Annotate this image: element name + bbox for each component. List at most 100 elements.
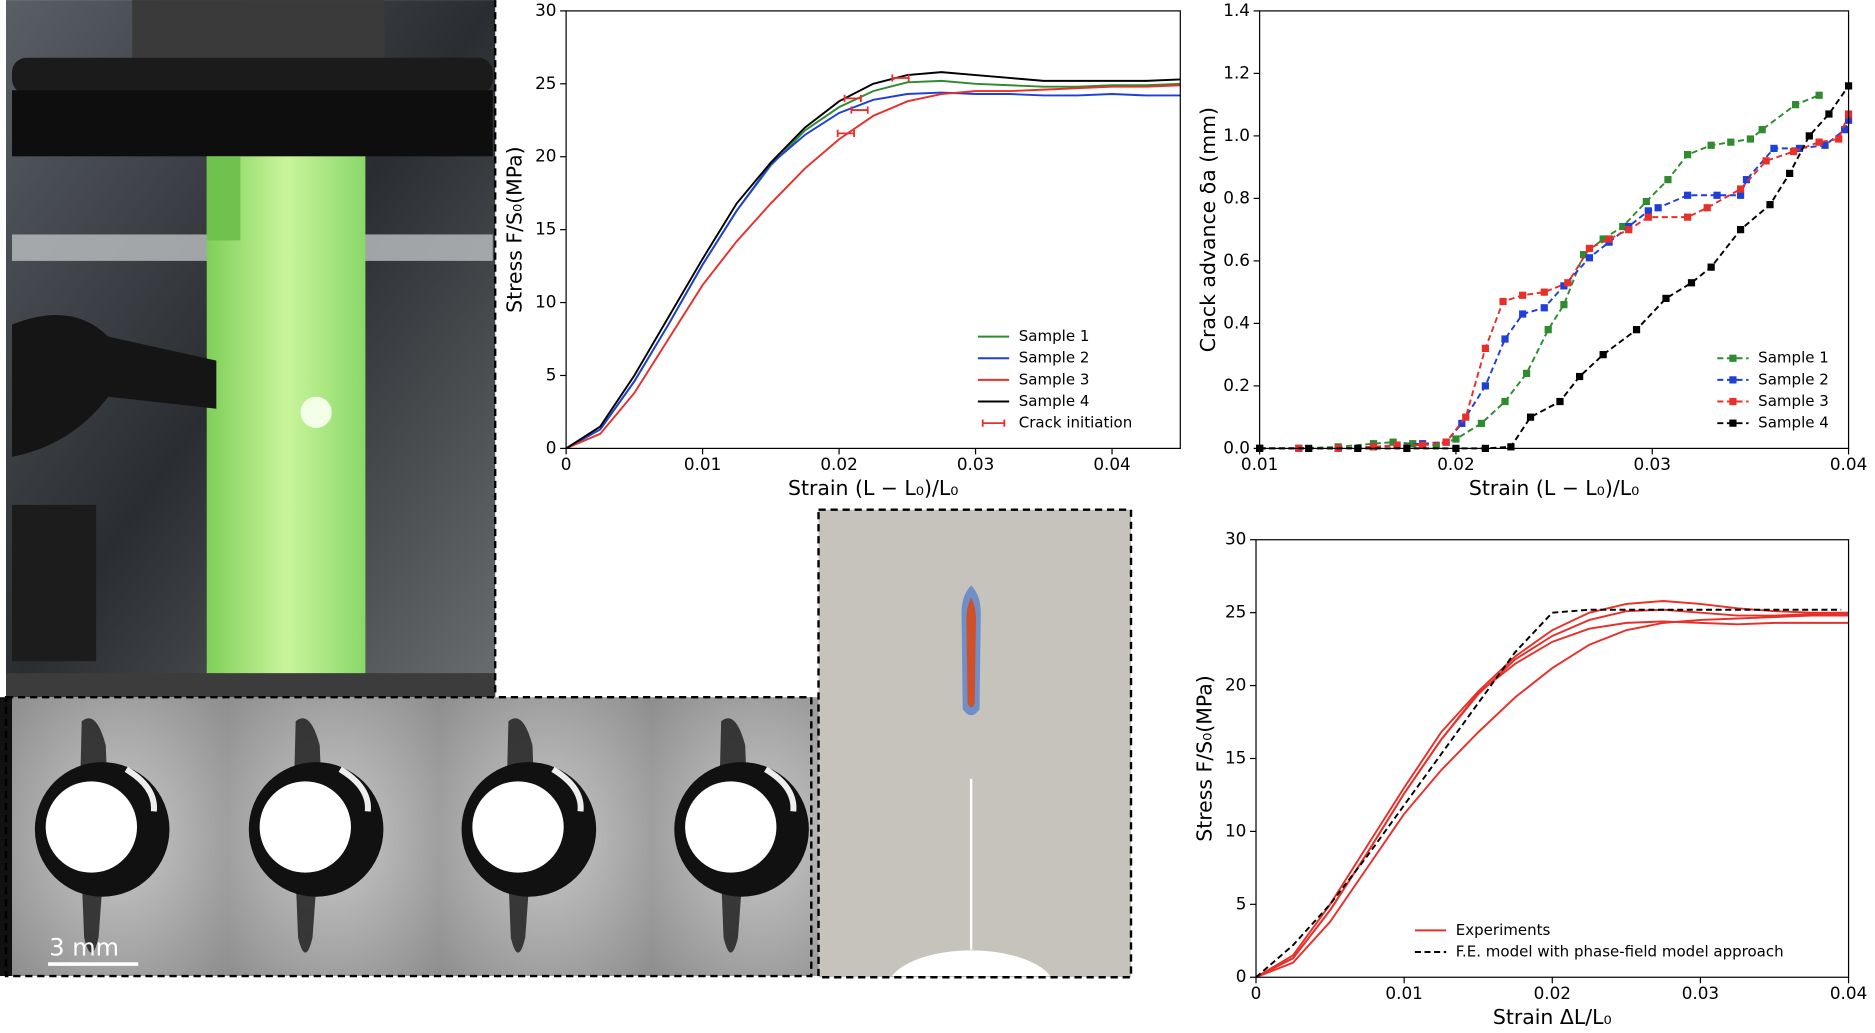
marker [1683, 213, 1692, 221]
x-tick-label: 0.02 [1437, 454, 1474, 474]
marker [1815, 138, 1823, 146]
marker [1736, 191, 1745, 199]
x-axis-label: Strain (L − L₀)/L₀ [788, 476, 958, 500]
marker [1389, 438, 1397, 446]
marker [1736, 185, 1745, 193]
x-tick-label: 0.04 [1093, 454, 1130, 474]
marker [1477, 419, 1486, 427]
legend-label: Sample 1 [1019, 327, 1090, 345]
y-tick-label: 0.8 [1223, 187, 1250, 207]
marker [1687, 279, 1696, 287]
scale-bar-label: 3 mm [49, 933, 119, 961]
marker [1501, 397, 1509, 406]
marker [1599, 235, 1607, 243]
legend-label: Sample 1 [1758, 349, 1829, 367]
y-tick-label: 20 [1225, 675, 1246, 695]
y-tick-label: 10 [1225, 820, 1246, 840]
series-line [1255, 620, 1849, 979]
series-line [565, 91, 1181, 450]
y-axis-label: Crack advance δa (mm) [1196, 107, 1220, 352]
marker [1762, 157, 1770, 165]
y-tick-label: 0.6 [1223, 250, 1250, 270]
marker [1707, 263, 1715, 271]
marker [1770, 144, 1778, 152]
y-tick-label: 0.2 [1223, 375, 1250, 395]
marker [1815, 91, 1823, 99]
series-line [1255, 614, 1849, 979]
error-bar [843, 94, 862, 103]
legend-label: Sample 3 [1758, 392, 1829, 410]
legend-label: Sample 4 [1019, 392, 1090, 410]
x-axis-label: Strain (L − L₀)/L₀ [1469, 476, 1639, 500]
legend-marker [1729, 376, 1737, 384]
x-tick-label: 0.04 [1830, 983, 1867, 1003]
fe-simulation-image [817, 508, 1133, 979]
legend-label: Sample 2 [1019, 349, 1090, 367]
marker [1369, 443, 1378, 451]
y-tick-label: 15 [535, 219, 556, 239]
x-tick-label: 0.03 [1634, 454, 1671, 474]
x-tick-label: 0 [1251, 983, 1262, 1003]
x-tick-label: 0.02 [820, 454, 857, 474]
marker [1789, 147, 1798, 156]
marker [1462, 413, 1470, 421]
series-line [1259, 94, 1820, 450]
y-tick-label: 5 [546, 364, 557, 384]
marker [1599, 351, 1607, 359]
legend-label: Sample 3 [1019, 370, 1090, 388]
legend-label: Sample 4 [1758, 414, 1829, 432]
marker [1481, 344, 1489, 352]
marker [1540, 288, 1548, 296]
marker [1560, 301, 1568, 309]
marker [1393, 441, 1401, 449]
legend-label: Sample 2 [1758, 370, 1829, 388]
y-tick-label: 1.2 [1223, 62, 1250, 82]
marker [1481, 382, 1489, 390]
marker [1642, 197, 1650, 206]
marker [1742, 176, 1751, 184]
marker [1442, 438, 1450, 446]
chart: 0 0.01 0.02 0.03 0.04 0 5 10 15 20 25 30 Strain ΔL/L… [1193, 529, 1868, 1029]
marker [1786, 169, 1794, 177]
marker [1644, 213, 1652, 221]
x-tick-label: 0 [561, 454, 572, 474]
marker [1736, 226, 1745, 234]
y-axis-label: Stress F/S₀(MPa) [503, 146, 527, 312]
y-tick-label: 0.4 [1223, 312, 1250, 332]
y-tick-label: 1.4 [1223, 0, 1250, 20]
marker [1576, 372, 1584, 381]
marker [1564, 279, 1572, 287]
marker [1825, 110, 1833, 118]
series-line [565, 71, 1181, 450]
test-rig-photo [6, 0, 497, 698]
series-line [1255, 608, 1842, 978]
marker [1841, 126, 1849, 134]
marker [1605, 235, 1613, 243]
plot-frame [1255, 539, 1850, 978]
marker [1619, 222, 1627, 231]
marker [1727, 138, 1735, 146]
series-line [1255, 600, 1849, 979]
error-bar [850, 106, 869, 114]
y-tick-label: 0.0 [1223, 437, 1250, 457]
marker [1522, 369, 1531, 377]
y-axis-label: Stress F/S₀(MPa) [1193, 675, 1217, 842]
legend: Sample 1 Sample 2 Sample 3 Sample 4 Crack in… [977, 327, 1132, 432]
legend-label: F.E. model with phase-field model approa… [1456, 942, 1784, 960]
legend-marker [1729, 419, 1737, 427]
marker [1526, 413, 1535, 421]
x-tick-label: 0.01 [1241, 454, 1278, 474]
marker [1556, 397, 1564, 406]
marker [1713, 191, 1721, 199]
chart: 0.01 0.02 0.03 0.04 0.0 0.2 0.4 0.6 0.8 1.0 1.2 1.4… [1196, 0, 1867, 500]
marker [1585, 244, 1594, 252]
marker [1758, 126, 1766, 134]
marker [1452, 435, 1460, 443]
plot-frame [1259, 10, 1850, 449]
marker [1409, 440, 1417, 448]
x-tick-label: 0.03 [1682, 983, 1719, 1003]
legend-label: Crack initiation [1019, 414, 1132, 432]
y-tick-label: 1.0 [1223, 125, 1250, 145]
